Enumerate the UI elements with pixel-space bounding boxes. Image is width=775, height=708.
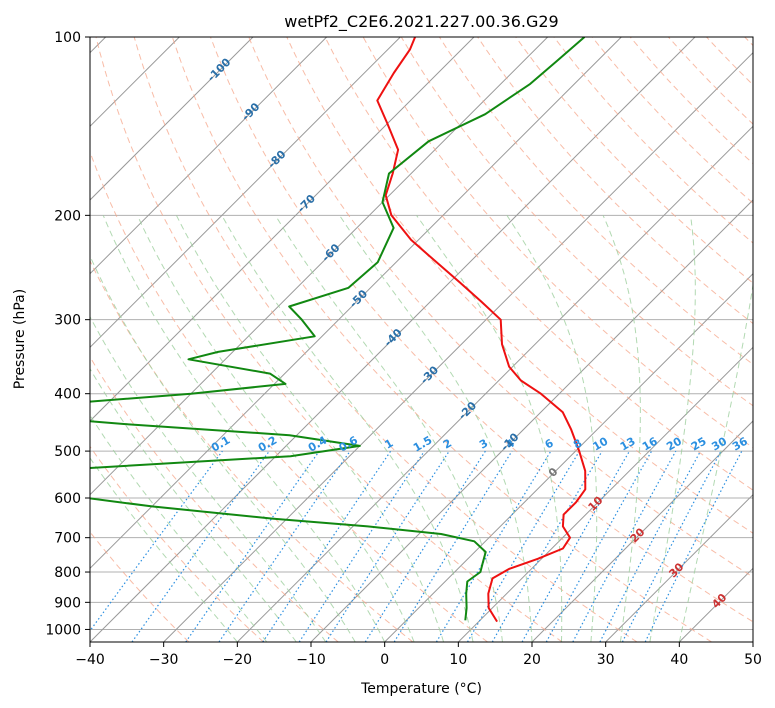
x-tick-label: −10	[296, 652, 326, 668]
dry-adiabat-line	[171, 37, 712, 642]
x-axis: −40 −30 −20 −10 0 10 20 30 40 50	[75, 642, 762, 668]
dry-adiabat-line	[477, 37, 753, 325]
dry-adiabat-line	[591, 37, 753, 204]
dry-adiabat-line	[324, 37, 753, 491]
dry-adiabat-line	[515, 37, 753, 284]
mixing-ratio-line	[393, 450, 513, 642]
isotherm-line	[236, 125, 753, 642]
plot-background	[90, 37, 753, 642]
mixing-ratio-line	[218, 450, 351, 642]
x-tick-label: 10	[449, 652, 467, 668]
x-tick-label: −20	[223, 652, 253, 668]
dry-adiabat-line	[248, 37, 753, 578]
y-tick-label: 300	[54, 313, 81, 329]
chart-title: wetPf2_C2E6.2021.227.00.36.G29	[284, 12, 558, 32]
y-tick-label: 1000	[45, 622, 81, 638]
dry-adiabat-line	[400, 37, 753, 407]
moist-adiabat-line	[102, 215, 386, 642]
dry-adiabat-line	[95, 37, 563, 642]
isotherm-line	[163, 51, 753, 642]
series-lines	[90, 37, 587, 623]
isotherm-line	[90, 37, 696, 642]
moist-adiabat-line	[221, 215, 474, 642]
moist-adiabat-line	[90, 414, 268, 642]
y-tick-label: 700	[54, 531, 81, 547]
y-tick-label: 600	[54, 491, 81, 507]
isotherm-line	[90, 37, 622, 570]
dry-adiabat-line	[362, 37, 753, 449]
y-axis-label: Pressure (hPa)	[12, 289, 28, 389]
mixing-ratio-line	[491, 450, 603, 642]
y-tick-label: 400	[54, 387, 81, 403]
mixing-ratio-line	[364, 450, 486, 642]
mixing-ratio-line	[90, 450, 223, 632]
isotherm-line	[752, 641, 753, 642]
y-tick-label: 200	[54, 208, 81, 224]
mixing-ratio-line	[325, 450, 450, 642]
x-axis-label: Temperature (°C)	[360, 681, 482, 697]
dry-adiabat-line	[133, 37, 638, 642]
moist-adiabat-line	[90, 315, 327, 642]
plot-frame	[89, 36, 754, 643]
x-tick-label: 0	[380, 652, 389, 668]
moist-adiabat-line	[339, 215, 533, 642]
isotherm-line	[90, 37, 475, 422]
mixing-ratio-line	[545, 450, 653, 642]
x-tick-label: 30	[597, 652, 615, 668]
x-tick-label: 50	[744, 652, 762, 668]
isotherm-line	[384, 272, 753, 642]
dry-adiabat-line	[629, 37, 753, 165]
isotherm-line	[90, 37, 401, 349]
x-tick-label: −40	[75, 652, 105, 668]
moist-adiabat-line	[90, 457, 238, 642]
moist-adiabat-line	[602, 215, 641, 642]
x-tick-label: 40	[670, 652, 688, 668]
mixing-ratio-line	[435, 450, 552, 642]
x-tick-label: −30	[149, 652, 179, 668]
moist-adiabat-line	[649, 215, 696, 642]
isotherm-line	[605, 493, 753, 642]
temperature-profile	[376, 37, 587, 623]
y-tick-label: 500	[54, 444, 81, 460]
moist-adiabat-line	[274, 215, 503, 642]
y-tick-label: 100	[54, 30, 81, 46]
y-tick-label: 900	[54, 595, 81, 611]
y-axis: 100 200 300 400 500 600 700 800 900 1000	[45, 30, 90, 638]
moist-adiabat-line	[678, 282, 753, 642]
dry-adiabat-line	[210, 37, 753, 623]
mixing-ratio-line	[185, 450, 320, 642]
isotherm-line	[90, 37, 328, 275]
moist-adiabat-line	[90, 254, 356, 642]
isotherm-line	[90, 37, 254, 201]
dewpoint-profile	[90, 37, 586, 621]
mixing-ratio-line	[466, 450, 580, 642]
mixing-ratio-line	[521, 450, 631, 642]
moist-adiabat-line	[416, 215, 563, 642]
moist-adiabat-line	[175, 215, 445, 642]
y-tick-label: 800	[54, 565, 81, 581]
mixing-ratio-line	[572, 450, 677, 642]
dry-adiabat-line	[90, 445, 264, 642]
moist-adiabat-line	[90, 367, 297, 642]
isotherm-line	[90, 37, 549, 496]
mixing-ratio-line	[131, 450, 270, 642]
x-tick-label: 20	[523, 652, 541, 668]
